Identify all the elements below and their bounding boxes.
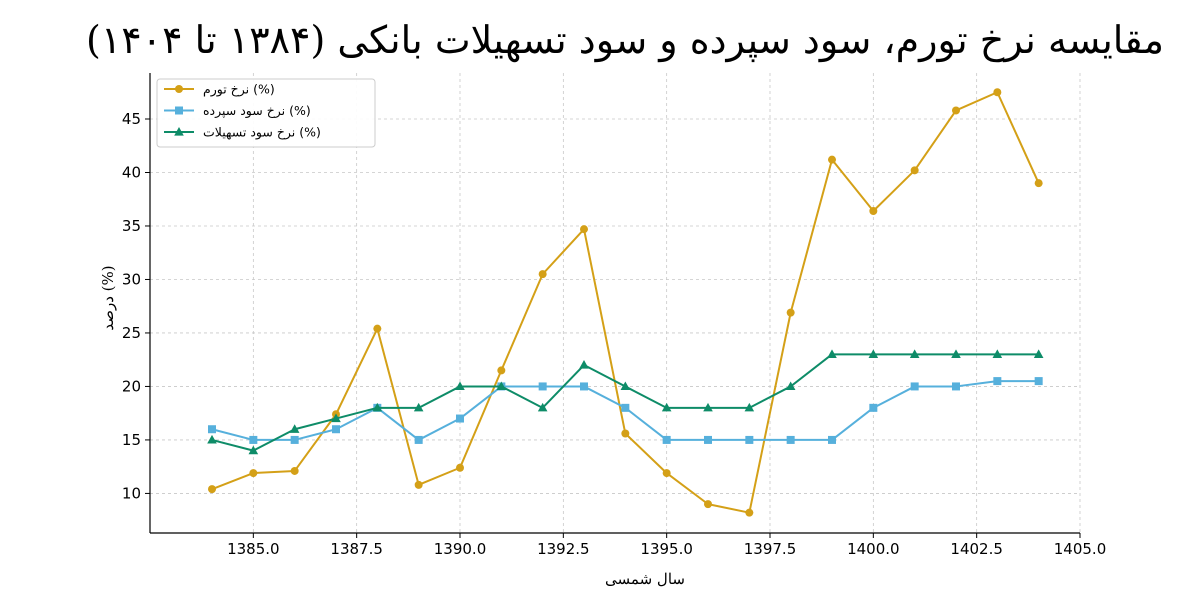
data-point bbox=[1033, 349, 1044, 358]
data-point bbox=[579, 360, 589, 369]
data-point bbox=[952, 382, 960, 391]
data-point bbox=[373, 324, 382, 333]
data-point bbox=[868, 349, 879, 358]
data-point bbox=[456, 414, 464, 423]
data-point bbox=[414, 435, 423, 444]
data-point bbox=[208, 425, 216, 434]
data-point bbox=[580, 225, 588, 234]
series-line bbox=[211, 91, 1040, 514]
data-point bbox=[704, 435, 712, 444]
series-1 bbox=[208, 88, 1043, 517]
data-point bbox=[992, 349, 1003, 358]
y-tick-label: 40 bbox=[122, 163, 141, 181]
data-point bbox=[951, 349, 961, 358]
data-point bbox=[993, 377, 1002, 386]
legend-label: نرخ سود سپرده (%) bbox=[203, 103, 311, 119]
data-point bbox=[414, 480, 423, 489]
y-tick-label: 30 bbox=[122, 270, 141, 288]
data-point bbox=[331, 413, 341, 423]
x-tick-label: 1387.5 bbox=[330, 540, 383, 558]
data-point bbox=[372, 402, 383, 412]
legend: نرخ تورم (%) نرخ سود سپرده (%) نرخ سود تسه… bbox=[156, 78, 376, 148]
x-axis-title: سال شمسی bbox=[605, 570, 685, 588]
y-axis-title: درصد (%) bbox=[99, 265, 117, 330]
data-point bbox=[455, 381, 465, 391]
y-tick-label: 45 bbox=[122, 110, 141, 128]
legend-label: نرخ تورم (%) bbox=[203, 82, 275, 98]
data-point bbox=[910, 166, 919, 175]
data-point bbox=[207, 434, 217, 444]
y-ticks: 10 15 20 25 30 35 40 45 bbox=[122, 110, 150, 502]
data-point bbox=[538, 382, 547, 391]
data-point bbox=[249, 469, 258, 478]
data-point bbox=[497, 366, 506, 375]
data-point bbox=[289, 424, 300, 433]
data-point bbox=[1034, 377, 1043, 386]
data-point bbox=[621, 403, 630, 412]
y-tick-label: 15 bbox=[122, 431, 141, 449]
data-point bbox=[910, 382, 919, 391]
axes bbox=[149, 73, 1080, 534]
data-point bbox=[704, 500, 712, 509]
data-point bbox=[249, 435, 258, 444]
series-2 bbox=[208, 377, 1043, 444]
data-point bbox=[290, 466, 299, 475]
legend-marker bbox=[175, 85, 183, 93]
x-tick-label: 1400.0 bbox=[847, 540, 900, 558]
data-point bbox=[413, 402, 424, 412]
data-point bbox=[620, 381, 631, 391]
data-point bbox=[869, 403, 878, 412]
y-tick-label: 35 bbox=[122, 217, 141, 235]
legend-marker bbox=[175, 106, 183, 115]
data-point bbox=[208, 485, 216, 494]
data-point bbox=[744, 402, 755, 412]
y-tick-label: 20 bbox=[122, 377, 141, 395]
data-point bbox=[828, 155, 836, 164]
data-point bbox=[993, 88, 1002, 97]
data-point bbox=[785, 381, 796, 391]
x-tick-label: 1390.0 bbox=[434, 540, 487, 558]
x-tick-label: 1405.0 bbox=[1054, 540, 1107, 558]
data-point bbox=[290, 435, 299, 444]
data-point bbox=[662, 435, 671, 444]
legend-label: نرخ سود تسهیلات (%) bbox=[203, 125, 321, 141]
data-point bbox=[496, 381, 507, 391]
data-point bbox=[580, 382, 588, 391]
data-point bbox=[248, 445, 259, 455]
data-point bbox=[828, 435, 836, 444]
data-point bbox=[827, 349, 837, 358]
data-point bbox=[703, 402, 713, 412]
legend-marker bbox=[174, 127, 184, 136]
data-point bbox=[621, 429, 630, 438]
data-point bbox=[1034, 179, 1043, 188]
y-tick-label: 10 bbox=[122, 484, 141, 502]
legend-box bbox=[156, 78, 376, 148]
series-3 bbox=[207, 349, 1044, 455]
chart-title: مقایسه نرخ تورم، سود سپرده و سود تسهیلات… bbox=[86, 18, 1164, 62]
data-point bbox=[661, 402, 672, 412]
x-tick-label: 1397.5 bbox=[744, 540, 797, 558]
data-point bbox=[952, 106, 960, 115]
x-tick-label: 1402.5 bbox=[950, 540, 1003, 558]
y-tick-label: 25 bbox=[122, 324, 141, 342]
data-point bbox=[909, 349, 920, 358]
x-tick-label: 1392.5 bbox=[537, 540, 590, 558]
data-point bbox=[745, 435, 754, 444]
data-point bbox=[662, 469, 671, 478]
data-point bbox=[456, 463, 464, 472]
x-tick-label: 1385.0 bbox=[227, 540, 280, 558]
data-point bbox=[538, 270, 547, 279]
data-point bbox=[537, 402, 548, 412]
x-tick-label: 1395.0 bbox=[640, 540, 693, 558]
x-ticks: 1385.0 1387.5 1390.0 1392.5 1395.0 1397.5 1400… bbox=[227, 533, 1106, 558]
series-group bbox=[207, 88, 1044, 517]
data-point bbox=[869, 207, 878, 215]
data-point bbox=[786, 308, 795, 317]
data-point bbox=[786, 435, 795, 444]
data-point bbox=[332, 425, 340, 434]
data-point bbox=[745, 508, 754, 517]
